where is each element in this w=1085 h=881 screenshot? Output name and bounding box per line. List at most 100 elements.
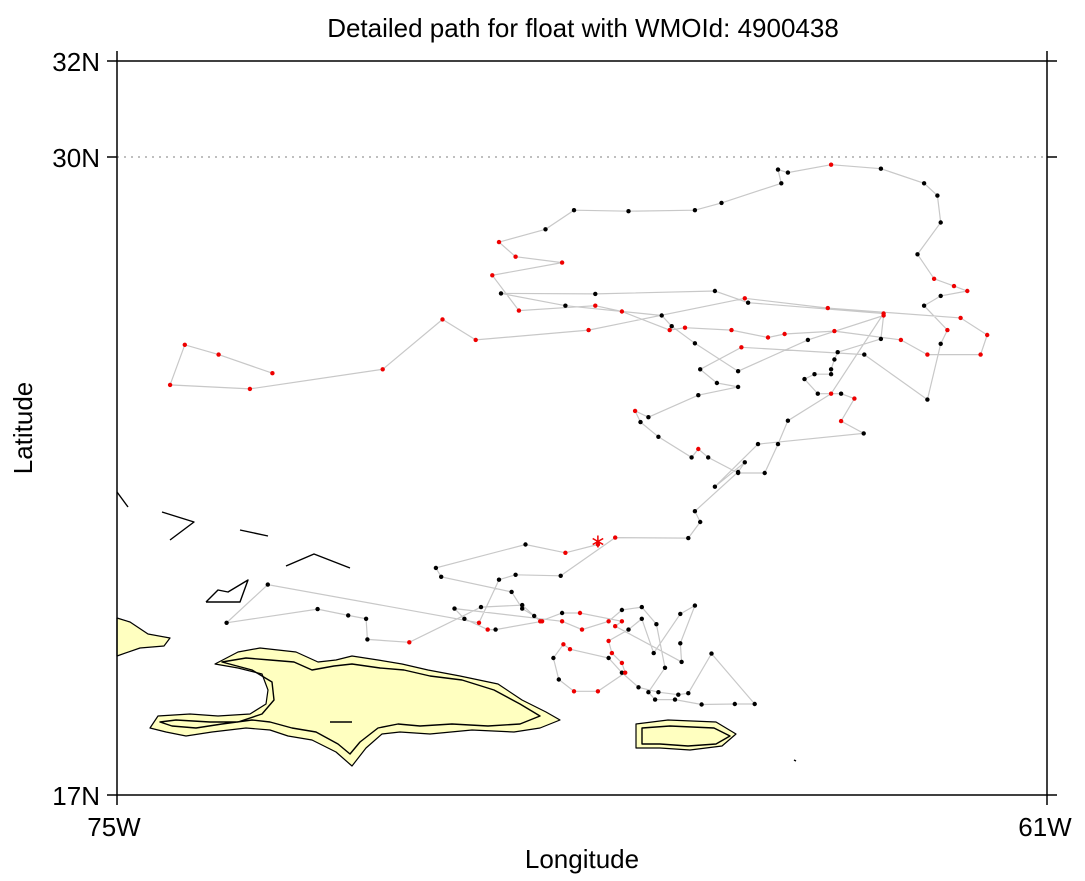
float-profile-point-13 [559,619,565,624]
float-profile-point-114 [714,380,720,386]
land-layer [116,491,797,767]
bahamas-coast-3 [239,529,269,537]
puerto-rico-inner-coast [641,725,731,747]
float-profile-point-115 [698,367,703,372]
y-tick-label-30n: 30N [52,143,100,173]
float-profile-point-96 [593,291,598,297]
float-profile-point-47 [692,603,698,608]
float-profile-point-122 [938,293,943,299]
float-profile-point-56 [478,604,484,610]
x-tick-label-61w: 61W [1018,812,1072,842]
y-axis-label: Latitude [8,382,38,475]
float-profile-point-6 [520,606,525,611]
x-tick-label-75w: 75W [87,812,141,842]
float-profile-point-39 [623,670,628,675]
float-profile-point-91 [692,341,698,346]
float-profile-point-161 [473,337,478,343]
float-profile-point-58 [365,637,370,642]
float-profile-point-18 [654,622,659,627]
float-profile-point-19 [662,665,668,670]
float-profile-point-34 [561,642,566,647]
float-profile-point-4 [439,574,444,579]
float-profile-point-2 [523,542,528,547]
float-profile-point-74 [712,484,718,489]
float-profile-point-17 [639,604,644,610]
float-points-layer [167,162,990,707]
float-profile-point-44 [639,616,644,621]
float-profile-point-59 [363,616,369,621]
small-islet-2 [793,759,797,762]
float-profile-point-10 [485,627,490,632]
float-profile-point-129 [921,181,927,186]
float-profile-point-107 [689,455,694,460]
float-profile-point-30 [636,685,641,690]
float-profile-point-147 [667,327,672,333]
float-profile-point-65 [496,577,502,582]
float-profile-point-141 [513,254,518,259]
float-profile-point-82 [812,372,817,377]
float-profile-point-117 [862,352,867,357]
float-profile-point-110 [632,408,638,414]
float-profile-point-75 [755,441,761,447]
float-profile-point-27 [686,691,691,696]
float-profile-point-89 [805,337,811,343]
float-profile-point-102 [775,441,781,447]
float-profile-point-20 [646,690,651,695]
float-profile-point-144 [516,308,522,313]
float-profile-point-52 [577,610,583,616]
float-profile-point-104 [735,470,741,476]
float-profile-point-159 [742,296,747,301]
float-profile-point-50 [613,624,618,629]
float-profile-point-73 [742,460,747,465]
chart-title: Detailed path for float with WMOId: 4900… [327,13,839,43]
float-profile-point-93 [659,313,664,318]
float-profile-point-152 [832,328,837,334]
float-profile-point-134 [779,181,784,186]
float-profile-point-12 [452,606,457,611]
float-profile-point-85 [832,357,837,362]
float-profile-point-37 [571,689,577,694]
float-profile-point-51 [619,619,625,624]
float-profile-point-148 [682,325,688,330]
float-profile-point-71 [692,509,698,514]
float-profile-point-66 [513,572,518,577]
float-profile-point-92 [669,324,674,329]
float-profile-point-149 [729,327,734,333]
float-profile-point-168 [270,371,275,376]
float-profile-point-35 [551,655,556,661]
float-profile-point-9 [493,627,498,632]
float-profile-point-57 [407,640,412,645]
float-profile-point-106 [696,446,701,452]
hispaniola-landmass [149,647,561,767]
float-profile-point-15 [606,619,611,624]
float-profile-point-99 [881,311,886,316]
float-profile-point-123 [965,288,970,294]
float-profile-point-157 [958,315,963,321]
float-profile-point-46 [678,611,683,617]
float-profile-point-153 [898,337,904,343]
float-profile-point-108 [656,434,661,439]
float-profile-point-95 [498,291,504,296]
float-profile-point-132 [785,170,791,175]
float-profile-point-26 [709,651,714,656]
float-profile-point-90 [735,369,741,374]
float-profile-point-67 [558,573,563,578]
float-profile-point-113 [735,384,741,390]
start-marker-layer [592,535,604,548]
float-profile-point-138 [571,208,577,213]
float-profile-point-41 [609,650,615,656]
float-profile-point-130 [878,166,884,171]
float-profile-point-77 [838,418,844,424]
float-profile-point-36 [556,677,561,682]
float-profile-point-33 [567,647,573,652]
float-profile-point-128 [935,193,940,198]
float-profile-point-165 [167,382,173,388]
float-profile-point-136 [692,208,698,213]
float-profile-point-150 [765,335,771,340]
float-profile-point-21 [652,697,658,702]
float-profile-point-86 [835,350,840,355]
float-profile-point-116 [739,345,744,350]
float-profile-point-126 [915,252,920,257]
float-profile-point-120 [945,327,950,333]
float-profile-point-87 [878,336,884,342]
